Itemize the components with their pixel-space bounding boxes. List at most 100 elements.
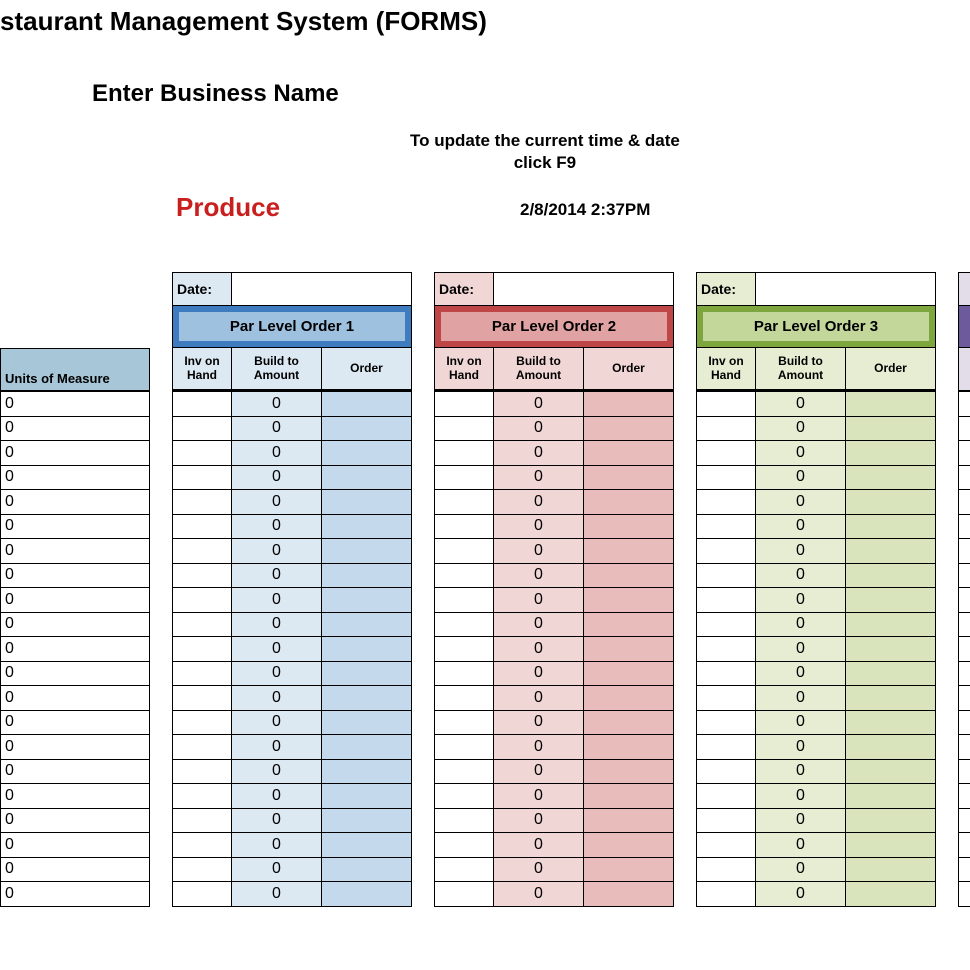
date-input[interactable] <box>756 272 936 306</box>
inv-cell[interactable] <box>434 662 494 687</box>
partial-cell[interactable] <box>958 711 970 736</box>
inv-cell[interactable] <box>172 564 232 589</box>
build-cell[interactable]: 0 <box>494 417 584 442</box>
order-cell[interactable] <box>322 392 412 417</box>
inv-cell[interactable] <box>696 613 756 638</box>
inv-cell[interactable] <box>696 760 756 785</box>
inv-cell[interactable] <box>434 637 494 662</box>
partial-cell[interactable] <box>958 760 970 785</box>
uom-cell[interactable]: 0 <box>0 613 150 638</box>
inv-cell[interactable] <box>696 882 756 907</box>
order-cell[interactable] <box>584 637 674 662</box>
partial-cell[interactable] <box>958 466 970 491</box>
partial-cell[interactable] <box>958 662 970 687</box>
order-cell[interactable] <box>584 466 674 491</box>
inv-cell[interactable] <box>696 711 756 736</box>
inv-cell[interactable] <box>434 760 494 785</box>
inv-cell[interactable] <box>172 490 232 515</box>
partial-cell[interactable] <box>958 417 970 442</box>
partial-cell[interactable] <box>958 882 970 907</box>
partial-cell[interactable] <box>958 564 970 589</box>
inv-cell[interactable] <box>434 711 494 736</box>
build-cell[interactable]: 0 <box>494 637 584 662</box>
order-cell[interactable] <box>846 564 936 589</box>
order-cell[interactable] <box>846 784 936 809</box>
partial-cell[interactable] <box>958 809 970 834</box>
partial-cell[interactable] <box>958 686 970 711</box>
order-cell[interactable] <box>846 515 936 540</box>
partial-cell[interactable] <box>958 613 970 638</box>
order-cell[interactable] <box>846 735 936 760</box>
order-cell[interactable] <box>322 466 412 491</box>
inv-cell[interactable] <box>434 539 494 564</box>
uom-cell[interactable]: 0 <box>0 637 150 662</box>
inv-cell[interactable] <box>696 539 756 564</box>
build-cell[interactable]: 0 <box>494 539 584 564</box>
build-cell[interactable]: 0 <box>232 858 322 883</box>
inv-cell[interactable] <box>696 441 756 466</box>
order-cell[interactable] <box>846 588 936 613</box>
build-cell[interactable]: 0 <box>232 490 322 515</box>
build-cell[interactable]: 0 <box>232 760 322 785</box>
uom-cell[interactable]: 0 <box>0 784 150 809</box>
inv-cell[interactable] <box>434 613 494 638</box>
order-cell[interactable] <box>322 564 412 589</box>
partial-cell[interactable] <box>958 858 970 883</box>
build-cell[interactable]: 0 <box>232 564 322 589</box>
build-cell[interactable]: 0 <box>494 564 584 589</box>
order-cell[interactable] <box>584 662 674 687</box>
order-cell[interactable] <box>846 760 936 785</box>
inv-cell[interactable] <box>172 539 232 564</box>
build-cell[interactable]: 0 <box>232 662 322 687</box>
build-cell[interactable]: 0 <box>232 735 322 760</box>
date-input[interactable] <box>232 272 412 306</box>
uom-cell[interactable]: 0 <box>0 588 150 613</box>
partial-cell[interactable] <box>958 539 970 564</box>
order-cell[interactable] <box>584 735 674 760</box>
uom-cell[interactable]: 0 <box>0 833 150 858</box>
uom-cell[interactable]: 0 <box>0 515 150 540</box>
order-cell[interactable] <box>846 490 936 515</box>
build-cell[interactable]: 0 <box>756 392 846 417</box>
order-cell[interactable] <box>846 539 936 564</box>
inv-cell[interactable] <box>434 833 494 858</box>
order-cell[interactable] <box>584 417 674 442</box>
build-cell[interactable]: 0 <box>232 613 322 638</box>
build-cell[interactable]: 0 <box>756 735 846 760</box>
inv-cell[interactable] <box>172 809 232 834</box>
order-cell[interactable] <box>584 809 674 834</box>
build-cell[interactable]: 0 <box>494 490 584 515</box>
order-cell[interactable] <box>584 686 674 711</box>
order-cell[interactable] <box>322 784 412 809</box>
order-cell[interactable] <box>584 441 674 466</box>
build-cell[interactable]: 0 <box>232 515 322 540</box>
inv-cell[interactable] <box>696 564 756 589</box>
build-cell[interactable]: 0 <box>756 809 846 834</box>
build-cell[interactable]: 0 <box>756 711 846 736</box>
order-cell[interactable] <box>322 858 412 883</box>
build-cell[interactable]: 0 <box>494 662 584 687</box>
build-cell[interactable]: 0 <box>756 833 846 858</box>
build-cell[interactable]: 0 <box>756 466 846 491</box>
uom-cell[interactable]: 0 <box>0 662 150 687</box>
uom-cell[interactable]: 0 <box>0 711 150 736</box>
partial-cell[interactable] <box>958 441 970 466</box>
partial-cell[interactable] <box>958 637 970 662</box>
inv-cell[interactable] <box>172 833 232 858</box>
build-cell[interactable]: 0 <box>232 588 322 613</box>
uom-cell[interactable]: 0 <box>0 858 150 883</box>
build-cell[interactable]: 0 <box>494 466 584 491</box>
build-cell[interactable]: 0 <box>756 613 846 638</box>
inv-cell[interactable] <box>172 392 232 417</box>
inv-cell[interactable] <box>696 809 756 834</box>
build-cell[interactable]: 0 <box>756 588 846 613</box>
uom-cell[interactable]: 0 <box>0 441 150 466</box>
order-cell[interactable] <box>846 858 936 883</box>
order-cell[interactable] <box>322 417 412 442</box>
order-cell[interactable] <box>322 711 412 736</box>
build-cell[interactable]: 0 <box>756 417 846 442</box>
build-cell[interactable]: 0 <box>494 784 584 809</box>
uom-cell[interactable]: 0 <box>0 466 150 491</box>
order-cell[interactable] <box>846 466 936 491</box>
inv-cell[interactable] <box>696 490 756 515</box>
